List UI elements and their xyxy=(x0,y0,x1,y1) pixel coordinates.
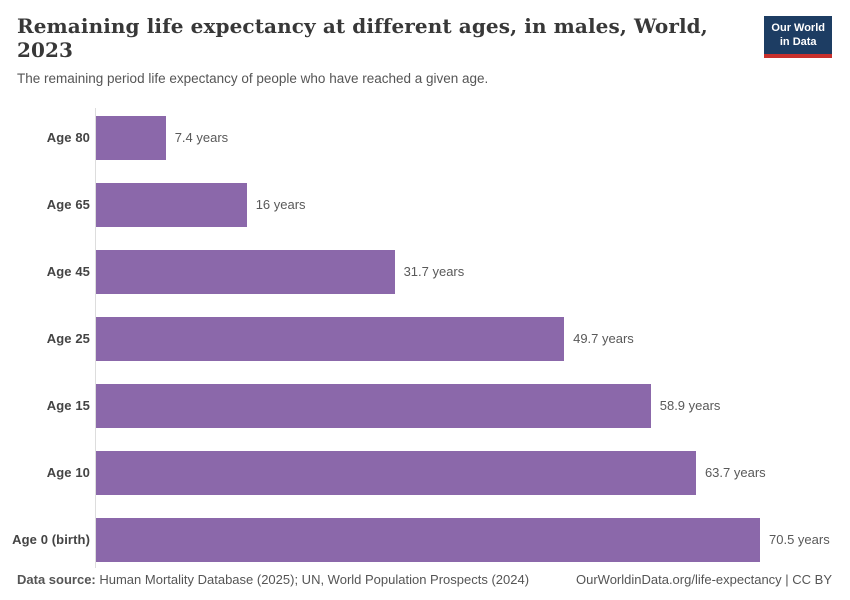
chart-row: Age 15 58.9 years xyxy=(0,383,850,428)
chart-rows: Age 80 7.4 years Age 65 16 years Age 45 31.7 … xyxy=(0,115,850,562)
bar[interactable] xyxy=(96,182,247,227)
bar[interactable] xyxy=(96,383,651,428)
chart-title: Remaining life expectancy at different a… xyxy=(17,14,708,62)
chart-row: Age 0 (birth) 70.5 years xyxy=(0,517,850,562)
bar[interactable] xyxy=(96,115,166,160)
data-source-label: Data source: xyxy=(17,572,96,587)
category-label: Age 15 xyxy=(46,398,90,414)
chart-row: Age 45 31.7 years xyxy=(0,249,850,294)
category-label: Age 25 xyxy=(46,331,90,347)
category-label: Age 45 xyxy=(46,264,90,280)
category-label: Age 10 xyxy=(46,465,90,481)
y-axis-line xyxy=(95,107,96,568)
value-label: 31.7 years xyxy=(403,264,465,280)
chart-footer: Data source: Human Mortality Database (2… xyxy=(17,572,832,587)
credit-link[interactable]: OurWorldinData.org/life-expectancy | CC … xyxy=(575,572,832,587)
data-source-note: Data source: Human Mortality Database (2… xyxy=(17,572,529,587)
value-label: 7.4 years xyxy=(174,130,229,146)
bar[interactable] xyxy=(96,517,760,562)
chart-row: Age 10 63.7 years xyxy=(0,450,850,495)
value-label: 16 years xyxy=(255,197,306,213)
category-label: Age 65 xyxy=(46,197,90,213)
bar[interactable] xyxy=(96,249,395,294)
chart-header: Remaining life expectancy at different a… xyxy=(0,0,850,88)
owid-logo-line1: Our World xyxy=(771,22,825,34)
owid-logo-line2: in Data xyxy=(779,35,817,48)
bar[interactable] xyxy=(96,450,696,495)
data-source-text: Human Mortality Database (2025); UN, Wor… xyxy=(95,572,530,587)
bar-chart: Age 80 7.4 years Age 65 16 years Age 45 31.7 … xyxy=(0,107,850,568)
header-text: Remaining life expectancy at different a… xyxy=(17,14,717,88)
chart-subtitle: The remaining period life expectancy of … xyxy=(17,71,489,86)
value-label: 70.5 years xyxy=(769,532,830,548)
chart-row: Age 25 49.7 years xyxy=(0,316,850,361)
bar[interactable] xyxy=(96,316,565,361)
category-label: Age 80 xyxy=(46,130,90,146)
owid-logo[interactable]: Our World in Data xyxy=(764,16,832,58)
value-label: 49.7 years xyxy=(573,331,634,347)
value-label: 63.7 years xyxy=(704,465,766,481)
chart-row: Age 80 7.4 years xyxy=(0,115,850,160)
category-label: Age 0 (birth) xyxy=(12,532,90,548)
chart-row: Age 65 16 years xyxy=(0,182,850,227)
value-label: 58.9 years xyxy=(659,398,721,414)
